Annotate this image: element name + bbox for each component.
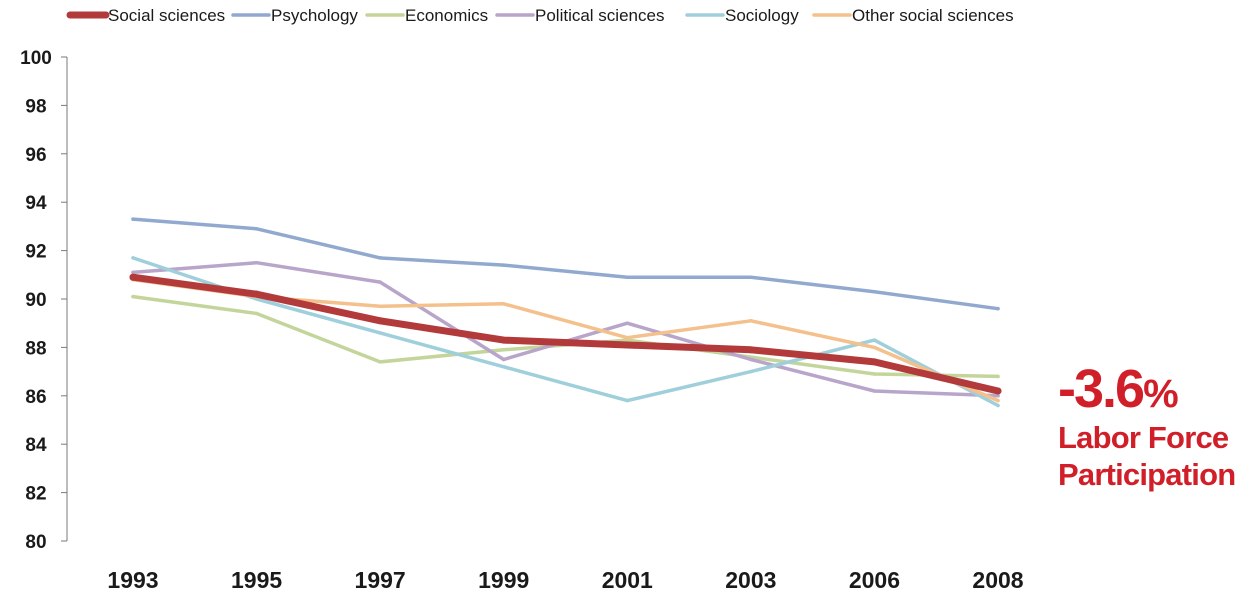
data-point-psychology: [872, 289, 877, 294]
x-tick-label: 2006: [849, 567, 900, 593]
annotation-percent-sign: %: [1143, 372, 1179, 416]
chart-legend: Social sciences Psychology Economics Politi…: [66, 6, 1014, 25]
data-point-sociology: [872, 338, 877, 342]
data-point-social-sciences: [129, 273, 137, 281]
y-tick-label: 88: [25, 338, 46, 359]
data-point-sociology: [501, 365, 506, 369]
y-tick-label: 80: [25, 532, 46, 553]
series-line-political-sciences: [131, 260, 1000, 398]
data-point-sociology: [996, 403, 1000, 408]
series-line-sociology: [131, 256, 1000, 408]
data-point-psychology: [254, 227, 259, 231]
legend-item-social-sciences: Social sciences: [66, 6, 225, 25]
data-point-psychology: [501, 263, 506, 267]
y-tick-label: 98: [25, 96, 46, 117]
data-point-political-sciences: [131, 270, 135, 275]
x-tick-label: 2003: [725, 567, 776, 593]
data-point-sociology: [378, 331, 382, 335]
data-point-sociology: [131, 256, 135, 260]
data-point-economics: [996, 374, 1000, 379]
y-axis: 80 82 84 86 88 90 92 94 96 98 100: [20, 48, 68, 553]
y-tick-label: 84: [25, 435, 47, 456]
legend-label: Psychology: [271, 6, 358, 25]
y-tick-label: 96: [25, 145, 46, 166]
series-layer: [129, 217, 1002, 408]
y-tick-label: 94: [25, 193, 47, 214]
data-point-social-sciences: [747, 346, 755, 354]
legend-label: Sociology: [725, 6, 799, 25]
legend-label: Other social sciences: [852, 6, 1014, 25]
annotation-label: Labor Force Participation: [1058, 420, 1236, 493]
legend-label: Economics: [405, 6, 488, 25]
data-point-political-sciences: [378, 280, 382, 284]
data-point-political-sciences: [872, 389, 877, 393]
legend-item-other-social-sciences: Other social sciences: [812, 6, 1014, 25]
annotation-value: -3.6: [1058, 359, 1145, 419]
y-tick-label: 100: [20, 48, 52, 69]
data-point-economics: [254, 311, 259, 316]
legend-item-political-sciences: Political sciences: [495, 6, 664, 25]
data-point-economics: [501, 348, 506, 352]
legend-item-economics: Economics: [365, 6, 488, 25]
data-point-psychology: [749, 275, 753, 279]
data-point-social-sciences: [500, 336, 508, 344]
data-point-social-sciences: [994, 387, 1002, 395]
x-tick-label: 2008: [972, 567, 1023, 593]
legend-label: Political sciences: [535, 6, 664, 25]
data-point-other-social-sciences: [625, 335, 630, 340]
data-point-political-sciences: [254, 260, 259, 265]
data-point-economics: [131, 294, 135, 299]
data-point-sociology: [749, 369, 753, 374]
labor-force-annotation: -3.6% Labor Force Participation: [1058, 362, 1236, 493]
x-tick-label: 1993: [107, 567, 158, 593]
legend-item-psychology: Psychology: [231, 6, 358, 25]
y-tick-label: 90: [25, 290, 46, 311]
y-tick-label: 82: [25, 484, 46, 505]
series-line-social-sciences: [129, 273, 1002, 395]
annotation-label-line2: Participation: [1058, 456, 1236, 492]
data-point-other-social-sciences: [501, 302, 506, 306]
data-point-other-social-sciences: [996, 398, 1000, 403]
data-point-economics: [378, 360, 382, 364]
data-point-social-sciences: [376, 317, 384, 325]
data-point-other-social-sciences: [872, 345, 877, 350]
data-point-social-sciences: [623, 341, 631, 349]
data-point-psychology: [996, 306, 1000, 311]
data-point-psychology: [625, 275, 630, 279]
x-tick-label: 1997: [355, 567, 406, 593]
data-point-economics: [872, 372, 877, 376]
data-point-sociology: [625, 398, 630, 403]
data-point-psychology: [378, 256, 382, 260]
data-point-political-sciences: [749, 357, 753, 362]
annotation-label-line1: Labor Force: [1058, 420, 1229, 455]
x-tick-label: 1995: [231, 567, 282, 593]
data-point-social-sciences: [870, 358, 878, 366]
data-point-other-social-sciences: [378, 304, 382, 309]
x-axis: 1993 1995 1997 1999 2001 2003 2006 2008: [107, 567, 1023, 593]
data-point-other-social-sciences: [749, 319, 753, 323]
annotation-percent-change: -3.6%: [1058, 362, 1235, 416]
legend-label: Social sciences: [108, 6, 225, 25]
data-point-political-sciences: [625, 321, 630, 325]
data-point-political-sciences: [501, 357, 506, 362]
x-tick-label: 2001: [602, 567, 653, 593]
y-tick-label: 92: [25, 242, 46, 263]
legend-item-sociology: Sociology: [685, 6, 799, 25]
x-tick-label: 1999: [478, 567, 529, 593]
series-line-psychology: [131, 217, 1000, 311]
data-point-psychology: [131, 217, 135, 221]
data-point-social-sciences: [253, 290, 261, 298]
data-point-political-sciences: [996, 394, 1000, 398]
y-tick-label: 86: [25, 387, 46, 408]
